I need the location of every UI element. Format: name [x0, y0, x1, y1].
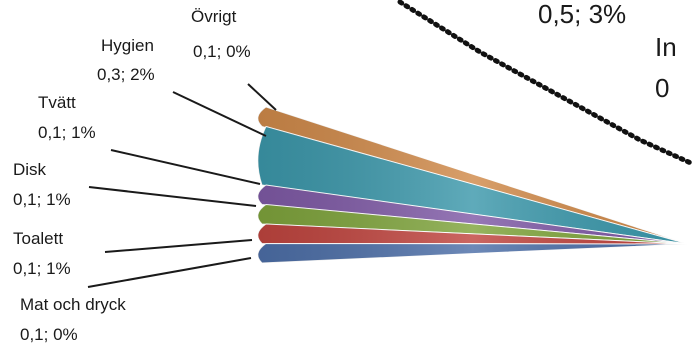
- pie-slice-shading: [257, 243, 688, 263]
- label-mat-value: 0,1; 0%: [20, 325, 78, 344]
- label-tvatt-name: Tvätt: [38, 93, 76, 112]
- partial-top-label: 0,5; 3%: [538, 0, 626, 29]
- partial-right-label-1: In: [655, 32, 677, 62]
- pie-slices: [257, 106, 689, 264]
- label-hygien-name: Hygien: [101, 36, 154, 55]
- label-toalett-name: Toalett: [13, 229, 63, 248]
- leader-line-toalett: [104, 239, 253, 253]
- label-ovrigt-value: 0,1; 0%: [193, 42, 251, 61]
- dotted-guide-line: [397, 0, 693, 167]
- pie-slice-shading: [257, 107, 688, 244]
- label-toalett-value: 0,1; 1%: [13, 259, 71, 278]
- slice-labels: Övrigt 0,1; 0% Hygien 0,3; 2% Tvätt 0,1;…: [13, 7, 251, 344]
- partial-right-label-2: 0: [655, 73, 669, 103]
- leader-line-tvatt: [110, 149, 261, 185]
- leader-line-hygien: [172, 91, 267, 137]
- label-disk-name: Disk: [13, 160, 47, 179]
- leader-line-mat: [87, 257, 252, 288]
- leader-line-ovrigt: [247, 83, 277, 111]
- pie-slice-shading: [257, 126, 688, 244]
- label-ovrigt-name: Övrigt: [191, 7, 237, 26]
- pie-slice-shading: [257, 204, 688, 244]
- label-mat-name: Mat och dryck: [20, 295, 126, 314]
- label-tvatt-value: 0,1; 1%: [38, 123, 96, 142]
- label-disk-value: 0,1; 1%: [13, 190, 71, 209]
- leader-lines: [87, 83, 277, 288]
- leader-line-disk: [88, 186, 257, 207]
- pie-slice-shading: [257, 224, 688, 244]
- pie-slice-shading: [257, 185, 688, 244]
- label-hygien-value: 0,3; 2%: [97, 65, 155, 84]
